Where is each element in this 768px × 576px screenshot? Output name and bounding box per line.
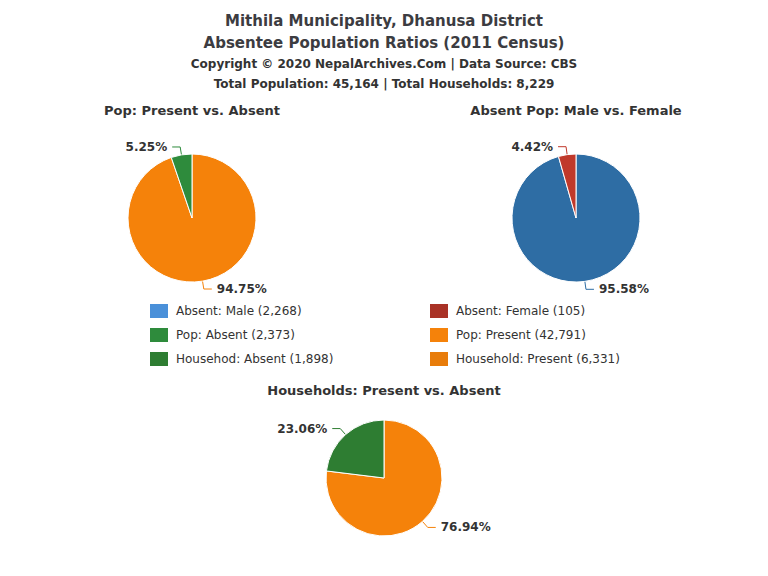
- svg-text:Mithila Municipality, Dhanusa: Mithila Municipality, Dhanusa District: [225, 12, 543, 30]
- svg-text:Total Population: 45,164 | Tot: Total Population: 45,164 | Total Househo…: [214, 77, 555, 91]
- svg-text:94.75%: 94.75%: [217, 282, 267, 296]
- svg-text:95.58%: 95.58%: [599, 282, 649, 296]
- svg-text:Pop: Absent (2,373): Pop: Absent (2,373): [176, 328, 295, 342]
- svg-text:Absent Pop: Male vs. Female: Absent Pop: Male vs. Female: [470, 103, 682, 118]
- svg-text:Pop: Present (42,791): Pop: Present (42,791): [456, 328, 586, 342]
- svg-text:5.25%: 5.25%: [126, 140, 168, 154]
- svg-text:Pop: Present vs. Absent: Pop: Present vs. Absent: [104, 103, 280, 118]
- svg-text:23.06%: 23.06%: [277, 422, 327, 436]
- svg-text:Households: Present vs. Absent: Households: Present vs. Absent: [267, 383, 500, 398]
- svg-text:Household: Present (6,331): Household: Present (6,331): [456, 352, 620, 366]
- svg-text:Absent: Male (2,268): Absent: Male (2,268): [176, 304, 302, 318]
- svg-text:Absentee Population Ratios (20: Absentee Population Ratios (2011 Census): [204, 34, 565, 52]
- svg-text:Househod: Absent (1,898): Househod: Absent (1,898): [176, 352, 333, 366]
- svg-text:76.94%: 76.94%: [441, 520, 491, 534]
- svg-text:4.42%: 4.42%: [511, 140, 553, 154]
- svg-text:Absent: Female (105): Absent: Female (105): [456, 304, 585, 318]
- svg-text:Copyright © 2020 NepalArchives: Copyright © 2020 NepalArchives.Com | Dat…: [191, 57, 577, 71]
